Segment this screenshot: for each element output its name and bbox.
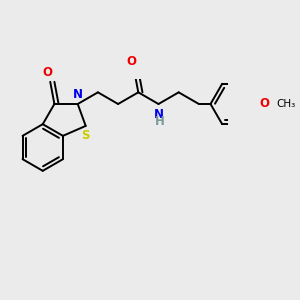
Text: O: O xyxy=(43,66,53,79)
Text: O: O xyxy=(260,98,270,110)
Text: N: N xyxy=(154,108,164,121)
Text: O: O xyxy=(127,55,136,68)
Text: CH₃: CH₃ xyxy=(276,99,296,109)
Text: S: S xyxy=(81,129,90,142)
Text: N: N xyxy=(73,88,83,101)
Text: H: H xyxy=(154,115,164,128)
